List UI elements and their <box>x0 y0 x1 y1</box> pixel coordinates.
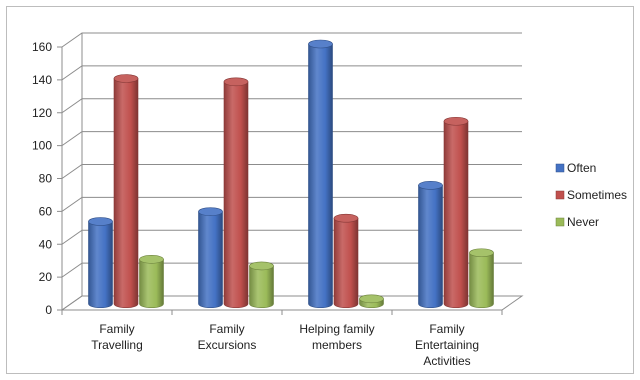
gridline <box>61 65 522 81</box>
bar-top <box>359 294 384 304</box>
bar-body <box>88 221 113 308</box>
y-tick-label: 120 <box>32 106 52 120</box>
legend-swatch-often <box>555 163 565 173</box>
legend-label-never: Never <box>567 215 599 229</box>
bar-body <box>198 211 223 308</box>
legend-label-often: Often <box>567 161 596 175</box>
x-category-label: Activities <box>423 354 470 368</box>
bar-never <box>249 261 274 308</box>
y-tick-label: 160 <box>32 40 52 54</box>
gridline <box>61 32 522 48</box>
bar-never <box>359 294 384 308</box>
bar-often <box>308 39 333 308</box>
bar-body <box>249 265 274 308</box>
bar-body <box>469 252 494 308</box>
x-category-label: Family <box>99 322 134 336</box>
bar-top <box>333 213 359 223</box>
y-tick-label: 80 <box>39 172 53 186</box>
bar-often <box>198 207 223 308</box>
bar-top <box>198 207 223 216</box>
gridline <box>61 229 522 245</box>
axes <box>57 46 503 315</box>
bar-top <box>418 181 443 190</box>
bar-body <box>113 78 139 308</box>
bar-top <box>113 74 139 83</box>
bar-body <box>418 185 443 308</box>
x-category-label: Excursions <box>198 338 257 352</box>
x-category-label: Entertaining <box>415 338 479 352</box>
y-tick-label: 40 <box>39 237 53 251</box>
bar-sometimes <box>223 77 249 308</box>
x-category-label: Family <box>429 322 464 336</box>
bar-often <box>418 181 443 308</box>
bar-body <box>308 43 333 308</box>
y-tick-label: 0 <box>45 303 52 317</box>
bar-never <box>469 248 494 308</box>
bar-top <box>249 261 274 271</box>
y-tick-labels: 0 20 40 60 80 100 120 140 160 <box>32 40 52 317</box>
bar-top <box>223 77 249 87</box>
x-category-labels: Family Travelling Family Excursions Helping … <box>91 322 479 368</box>
bar-often <box>88 217 113 308</box>
legend: Often Sometimes Never <box>555 161 627 229</box>
x-category-label: Travelling <box>91 338 143 352</box>
bars <box>88 39 494 308</box>
legend-swatch-sometimes <box>555 190 565 200</box>
bar-never <box>139 255 164 308</box>
bar-top <box>139 255 164 264</box>
y-tick-label: 140 <box>32 73 52 87</box>
bar-sometimes <box>333 213 359 308</box>
x-category-label: members <box>312 338 362 352</box>
gridline <box>61 164 522 179</box>
y-tick-label: 60 <box>39 204 53 218</box>
legend-swatch-never <box>555 217 565 227</box>
bar-top <box>308 39 333 49</box>
x-category-label: Family <box>209 322 244 336</box>
y-tick-label: 20 <box>39 270 53 284</box>
gridlines <box>60 32 524 311</box>
bar-sometimes <box>113 74 139 308</box>
y-tick-label: 100 <box>32 139 52 153</box>
bar-body <box>443 120 469 308</box>
bar-body <box>333 217 359 308</box>
x-category-label: Helping family <box>299 322 374 336</box>
bar-top <box>88 217 113 226</box>
bar-top <box>469 248 494 258</box>
gridline <box>61 98 522 114</box>
legend-label-sometimes: Sometimes <box>567 188 627 202</box>
bar-body <box>223 81 249 308</box>
gridline <box>61 196 522 212</box>
gridline <box>61 131 522 147</box>
gridline <box>61 262 522 278</box>
bar-sometimes <box>443 116 469 308</box>
bar-top <box>443 116 469 126</box>
bar-body <box>139 259 164 308</box>
